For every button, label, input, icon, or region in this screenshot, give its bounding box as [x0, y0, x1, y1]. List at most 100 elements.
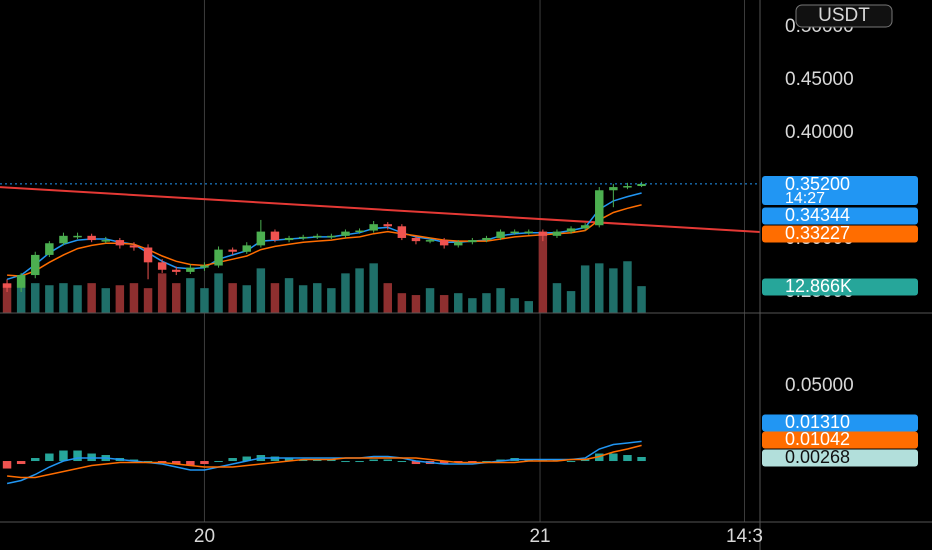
volume-bar — [256, 268, 266, 313]
volume-bar — [214, 273, 223, 313]
volume-bar — [73, 285, 82, 313]
macd-line — [7, 444, 642, 479]
histogram-bar — [397, 461, 407, 463]
volume-bar — [228, 283, 237, 313]
histogram-bar — [298, 459, 308, 462]
volume-bar — [595, 263, 604, 313]
volume-bar — [87, 283, 96, 313]
volume-bar — [298, 285, 308, 313]
candle-body — [595, 190, 604, 226]
histogram-bar — [143, 461, 153, 463]
histogram-bar — [45, 453, 54, 462]
volume-bar — [439, 295, 449, 313]
histogram-bar — [16, 461, 26, 465]
trend-line — [0, 186, 761, 234]
candle-body — [411, 237, 421, 242]
volume-bar — [397, 293, 407, 313]
candle-body — [298, 236, 308, 239]
price-badge-label: 0.01042 — [785, 429, 850, 449]
volume-bar — [143, 288, 153, 313]
histogram-bar — [341, 461, 350, 463]
volume-bar — [454, 293, 463, 313]
candle-body — [214, 249, 223, 266]
candle-body — [2, 283, 12, 288]
candle-body — [101, 240, 110, 242]
candle-body — [496, 231, 505, 238]
candle-body — [73, 235, 82, 238]
macd-line — [6, 440, 642, 485]
y-tick-label: 0.05000 — [785, 375, 854, 396]
price-badge-label: 0.01310 — [785, 412, 850, 432]
histogram-bar — [270, 456, 280, 462]
candle-body — [341, 231, 350, 236]
candle-body — [16, 275, 26, 288]
candle-body — [637, 183, 646, 187]
volume-bar — [157, 273, 167, 313]
candle-body — [524, 231, 533, 234]
volume-bar — [425, 288, 435, 313]
candle-body — [31, 254, 40, 276]
volume-bar — [355, 268, 364, 313]
x-tick-label: 20 — [194, 526, 215, 547]
price-badge — [762, 225, 918, 243]
histogram-bar — [609, 453, 618, 462]
volume-bar — [538, 233, 548, 313]
histogram-bar — [242, 456, 251, 462]
volume-bar — [186, 278, 195, 313]
currency-box[interactable] — [795, 4, 893, 28]
candle-body — [566, 228, 576, 232]
histogram-bar — [214, 461, 223, 463]
volume-bar — [327, 288, 336, 313]
candle-body — [143, 247, 153, 263]
price-badge-label: 0.33227 — [785, 223, 850, 243]
histogram-bar — [327, 459, 336, 462]
volume-bar — [566, 291, 576, 313]
volume-bar — [496, 288, 505, 313]
y-tick-label: 0.45000 — [785, 69, 854, 90]
volume-bar — [482, 293, 491, 313]
moving-average — [6, 192, 642, 281]
price-badge — [762, 176, 918, 205]
histogram-bar — [355, 461, 364, 463]
candle-body — [369, 224, 378, 231]
histogram-bar — [383, 459, 392, 462]
volume-bar — [129, 283, 139, 313]
x-tick-label: 21 — [529, 526, 550, 547]
price-badge — [762, 449, 918, 467]
candle-body — [439, 240, 449, 246]
volume-bar — [45, 285, 54, 313]
volume-bar — [2, 283, 12, 313]
candle-body — [482, 237, 491, 241]
price-badge — [762, 414, 918, 432]
candle-body — [284, 237, 294, 241]
countdown-label: 14:27 — [785, 190, 825, 207]
histogram-bar — [59, 450, 68, 462]
volume-bar — [172, 283, 181, 313]
histogram-bar — [172, 461, 181, 465]
volume-bar — [411, 295, 421, 313]
histogram-bar — [566, 461, 576, 463]
volume-bar — [270, 283, 280, 313]
histogram-bar — [369, 459, 378, 462]
volume-bar — [313, 283, 322, 313]
y-tick-label: 0.40000 — [785, 122, 854, 143]
price-badge-label: 12.866K — [785, 276, 852, 296]
volume-bar — [101, 288, 110, 313]
candle-body — [552, 231, 562, 236]
volume-bar — [59, 283, 68, 313]
currency-label[interactable]: USDT — [818, 5, 870, 26]
price-badge-label: 0.00268 — [785, 447, 850, 467]
volume-bar — [369, 263, 378, 313]
candle-body — [327, 235, 336, 238]
histogram-bar — [439, 461, 449, 465]
candle-body — [242, 245, 251, 252]
candle-body — [256, 231, 266, 246]
candle-body — [59, 235, 68, 244]
histogram-bar — [2, 461, 12, 469]
histogram-bar — [186, 461, 195, 466]
volume-bar — [637, 286, 646, 313]
volume-bar — [16, 278, 26, 313]
candle-body — [270, 231, 280, 241]
